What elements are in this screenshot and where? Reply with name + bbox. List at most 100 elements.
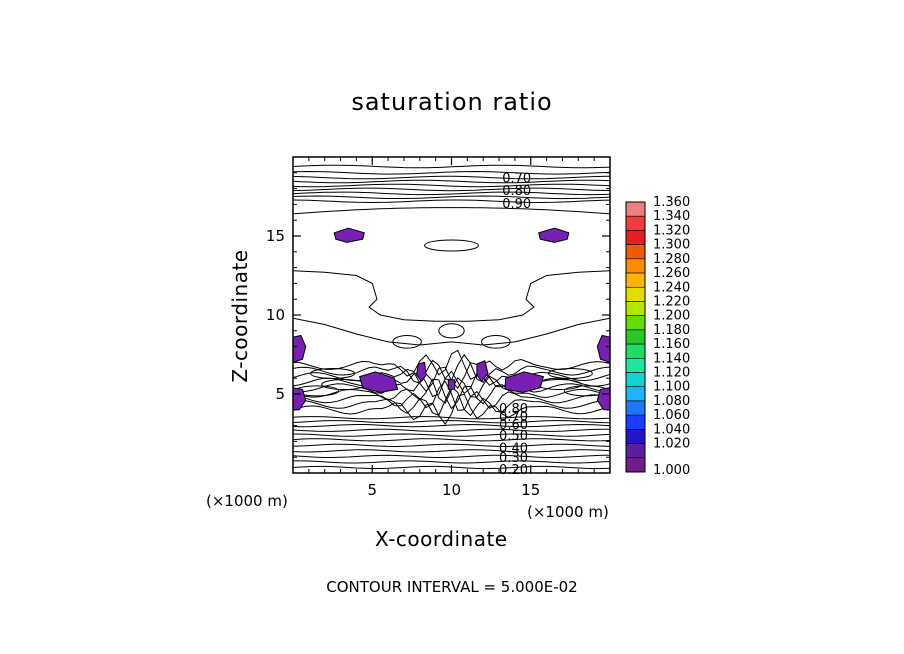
shaded-region: [476, 360, 489, 383]
contour-line: [293, 195, 610, 200]
colorbar-swatch: [625, 457, 646, 473]
contour-label: 0.80: [499, 402, 528, 417]
contour-ellipse: [392, 335, 422, 349]
contour-label: 0.40: [499, 442, 528, 457]
contour-swirl: [547, 367, 593, 379]
colorbar-swatch: [625, 201, 646, 217]
contour-line: [293, 428, 610, 432]
x-tick-label: 5: [367, 481, 377, 499]
colorbar: 1.3601.3401.3201.3001.2801.2601.2401.220…: [625, 195, 690, 478]
chart-title: saturation ratio: [351, 88, 553, 116]
contour-line: [293, 317, 610, 346]
colorbar-label: 1.100: [653, 380, 690, 395]
shaded-region: [293, 387, 307, 411]
contour-line: [293, 179, 610, 184]
contour-line: [293, 416, 610, 420]
colorbar-label: 1.160: [653, 337, 690, 352]
colorbar-label: 1.260: [653, 266, 690, 281]
colorbar-swatch: [625, 244, 646, 260]
colorbar-swatch: [625, 429, 646, 444]
contour-line: [293, 433, 610, 437]
colorbar-label: 1.000: [653, 463, 690, 478]
contour-line: [293, 207, 610, 215]
colorbar-label: 1.200: [653, 309, 690, 324]
colorbar-label: 1.080: [653, 394, 690, 409]
contour-label: 0.30: [499, 451, 528, 466]
contour-swirl: [310, 367, 356, 379]
shaded-region: [358, 371, 399, 393]
colorbar-label: 1.360: [653, 195, 690, 210]
colorbar-swatch: [625, 215, 646, 231]
contour-label: 0.90: [502, 197, 531, 212]
contour-line: [293, 438, 610, 442]
colorbar-label: 1.220: [653, 294, 690, 309]
contour-lines: [293, 164, 610, 470]
y-tick-label: 5: [275, 385, 285, 403]
contour-labels: 0.700.800.900.800.700.600.500.400.300.20: [499, 172, 531, 479]
contour-line: [293, 460, 610, 464]
colorbar-frame: [625, 201, 646, 473]
contour-line: [293, 164, 610, 169]
contour-line: [293, 367, 610, 398]
y-tick-label: 10: [266, 306, 285, 324]
contour-line: [293, 183, 610, 188]
contour-line: [293, 454, 610, 458]
colorbar-label: 1.300: [653, 238, 690, 253]
contour-line: [293, 443, 610, 448]
shaded-region: [293, 334, 307, 363]
shaded-region: [416, 361, 427, 383]
x-unit-label: (×1000 m): [206, 492, 288, 510]
x-tick-label: 10: [442, 481, 461, 499]
shaded-region: [504, 371, 545, 393]
contour-label: 0.70: [502, 172, 531, 187]
contour-line: [293, 449, 610, 453]
colorbar-swatch: [625, 329, 646, 345]
colorbar-swatch: [625, 301, 646, 316]
contour-line: [293, 175, 610, 180]
y-axis-label: Z-coordinate: [228, 249, 252, 383]
colorbar-label: 1.180: [653, 323, 690, 338]
contour-label: 0.20: [499, 463, 528, 478]
axis-ticks: 5 10 15 5 10 15: [266, 157, 610, 499]
shaded-region: [596, 334, 610, 363]
colorbar-label: 1.340: [653, 209, 690, 224]
colorbar-label: 1.120: [653, 366, 690, 381]
shaded-region: [447, 379, 456, 390]
colorbar-swatch: [625, 286, 646, 302]
contour-line: [293, 191, 610, 196]
colorbar-swatch: [625, 230, 646, 245]
contour-line: [293, 270, 610, 322]
contour-line: [293, 170, 610, 175]
contour-line: [293, 199, 610, 204]
shaded-region: [596, 387, 610, 411]
colorbar-swatch: [625, 400, 646, 416]
contour-label: 0.80: [502, 184, 531, 199]
plot-frame: [292, 156, 611, 474]
colorbar-label: 1.060: [653, 408, 690, 423]
contour-label: 0.50: [499, 429, 528, 444]
colorbar-label: 1.040: [653, 422, 690, 437]
shaded-region: [538, 227, 570, 243]
contour-line: [293, 187, 610, 192]
contour-interval-note: CONTOUR INTERVAL = 5.000E-02: [326, 578, 578, 596]
colorbar-label: 1.020: [653, 437, 690, 452]
colorbar-label: 1.140: [653, 351, 690, 366]
shaded-region: [333, 227, 365, 243]
colorbar-label: 1.240: [653, 280, 690, 295]
contour-label: 0.70: [499, 410, 528, 425]
contour-line: [293, 423, 610, 428]
colorbar-swatch: [625, 358, 646, 373]
contour-line: [293, 373, 610, 404]
x-axis-label: X-coordinate: [375, 527, 508, 551]
colorbar-swatch: [625, 315, 646, 331]
colorbar-swatch: [625, 414, 646, 430]
shaded-regions: [293, 227, 610, 411]
colorbar-label: 1.280: [653, 252, 690, 267]
contour-line: [293, 420, 610, 424]
x-tick-label: 15: [521, 481, 540, 499]
contour-line: [293, 393, 610, 425]
contour-ellipse: [424, 239, 479, 252]
contour-ellipse: [481, 335, 511, 349]
colorbar-label: 1.320: [653, 223, 690, 238]
